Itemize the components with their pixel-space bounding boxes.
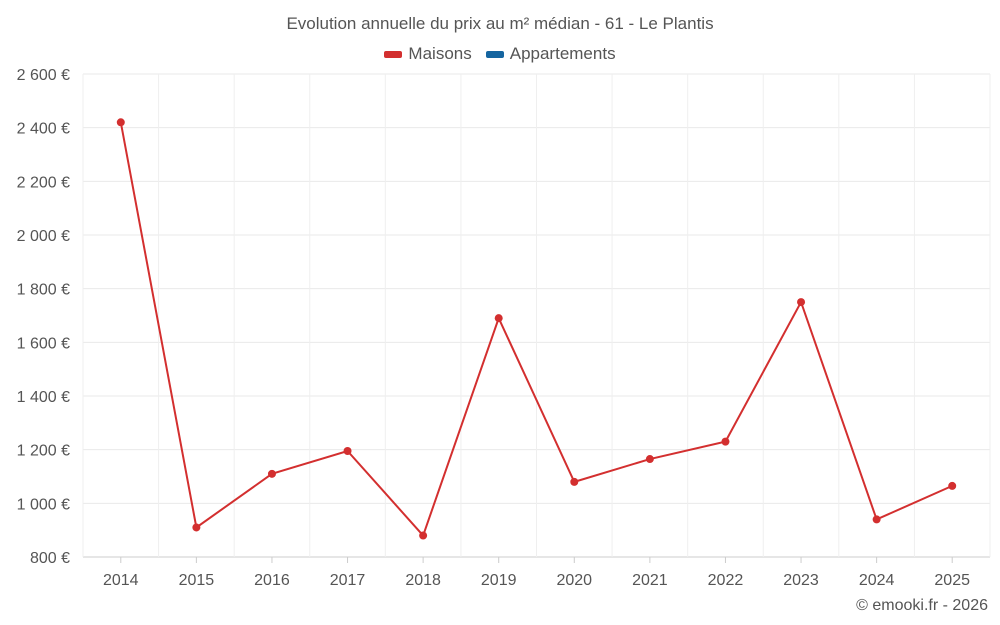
x-tick-label: 2020 [556, 572, 592, 589]
data-point [645, 455, 654, 464]
legend-item-appartements[interactable]: Appartements [485, 44, 616, 64]
data-point [721, 437, 730, 446]
chart-title: Evolution annuelle du prix au m² médian … [286, 14, 714, 33]
x-tick-label: 2025 [934, 572, 970, 589]
x-tick-label: 2018 [405, 572, 441, 589]
data-point [570, 477, 579, 486]
legend-item-maisons[interactable]: Maisons [384, 44, 472, 64]
y-tick-label: 2 600 € [17, 67, 70, 84]
x-tick-label: 2016 [254, 572, 290, 589]
data-point [192, 523, 201, 532]
y-tick-label: 1 600 € [17, 335, 70, 352]
y-tick-label: 1 400 € [17, 389, 70, 406]
x-tick-label: 2024 [859, 572, 895, 589]
y-tick-label: 2 200 € [17, 174, 70, 191]
y-tick-label: 1 200 € [17, 443, 70, 460]
data-point [797, 298, 806, 307]
y-tick-label: 800 € [30, 550, 70, 567]
credit-text: © emooki.fr - 2026 [856, 597, 988, 614]
x-tick-label: 2022 [708, 572, 744, 589]
data-point [343, 447, 352, 456]
legend-label-maisons: Maisons [408, 44, 472, 63]
data-point [494, 314, 503, 323]
y-tick-label: 1 000 € [17, 496, 70, 513]
chart-legend: Maisons Appartements [0, 44, 1000, 64]
series-line-maisons [119, 122, 953, 538]
data-point [948, 481, 957, 490]
data-point [116, 118, 125, 127]
x-tick-label: 2021 [632, 572, 668, 589]
data-point [267, 469, 276, 478]
x-tick-label: 2019 [481, 572, 517, 589]
legend-swatch-appartements [485, 50, 504, 58]
x-tick-label: 2014 [103, 572, 139, 589]
x-tick-label: 2017 [330, 572, 366, 589]
y-tick-label: 2 400 € [17, 121, 70, 138]
data-point [419, 531, 428, 540]
x-tick-label: 2023 [783, 572, 819, 589]
legend-label-appartements: Appartements [509, 44, 616, 63]
legend-swatch-maisons [384, 50, 403, 58]
y-tick-label: 2 000 € [17, 228, 70, 245]
data-point [872, 515, 881, 524]
x-tick-label: 2015 [179, 572, 215, 589]
y-tick-label: 1 800 € [17, 282, 70, 299]
